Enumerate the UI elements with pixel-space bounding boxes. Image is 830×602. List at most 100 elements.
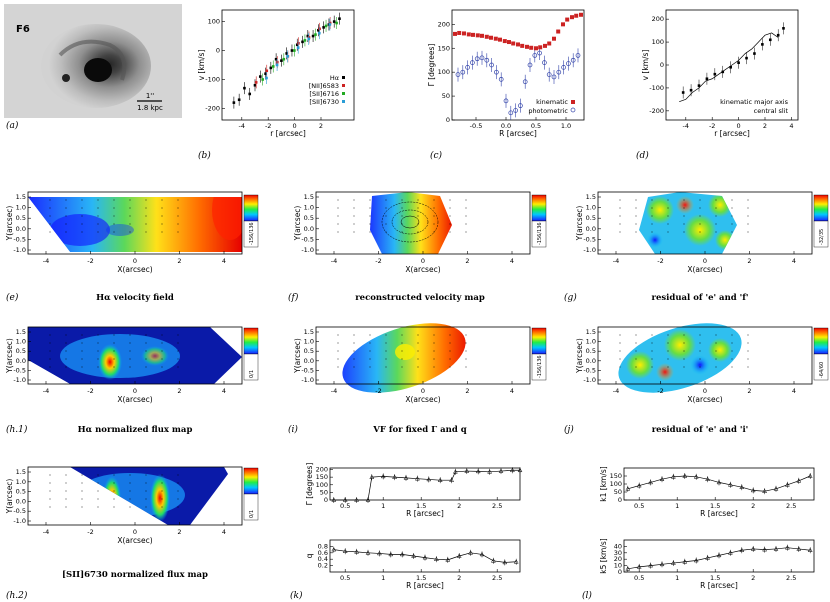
fiber-dot bbox=[731, 199, 733, 201]
fiber-dot bbox=[81, 223, 83, 225]
fiber-dot bbox=[465, 358, 467, 360]
colorbar-range: -156/136 bbox=[537, 222, 543, 245]
fiber-dot bbox=[401, 199, 403, 201]
map-caption: [SII]6730 normalized flux map bbox=[62, 570, 208, 580]
y-tick-label: 0 bbox=[618, 568, 622, 576]
y-tick-label: 0.5 bbox=[304, 214, 314, 222]
fiber-dot bbox=[81, 215, 83, 217]
map-i-center bbox=[395, 344, 415, 360]
y-tick-label: 0.5 bbox=[586, 214, 596, 222]
fiber-dot bbox=[65, 199, 67, 201]
kinematic-point bbox=[529, 45, 534, 50]
x-tick-label: 2 bbox=[457, 502, 461, 510]
fiber-dot bbox=[433, 223, 435, 225]
fiber-dot bbox=[449, 215, 451, 217]
y-tick-label: 200 bbox=[316, 466, 328, 474]
fiber-dot bbox=[129, 207, 131, 209]
fiber-dot bbox=[129, 358, 131, 360]
y-tick-label: 0.6 bbox=[318, 549, 328, 557]
fiber-dot bbox=[49, 498, 51, 500]
kinematic-point bbox=[570, 15, 574, 20]
fiber-dot bbox=[161, 474, 163, 476]
x-tick-label: 4 bbox=[510, 257, 514, 265]
fiber-dot bbox=[699, 199, 701, 201]
y-axis-label: Γ [degrees] bbox=[305, 463, 314, 506]
fiber-dot bbox=[97, 498, 99, 500]
plot-frame bbox=[221, 9, 355, 121]
fiber-dot bbox=[433, 215, 435, 217]
kinematic-point bbox=[525, 44, 529, 49]
fiber-dot bbox=[161, 334, 163, 336]
y-tick-label: 150 bbox=[316, 473, 328, 481]
kinematic-point bbox=[498, 37, 502, 42]
profile-point bbox=[380, 473, 386, 479]
fiber-dot bbox=[635, 223, 637, 225]
fiber-dot bbox=[353, 231, 355, 233]
fiber-dot bbox=[619, 223, 621, 225]
profile-point bbox=[399, 551, 405, 557]
map-i bbox=[336, 320, 472, 396]
y-tick-label: -0.5 bbox=[301, 235, 314, 243]
y-tick-label: -1.0 bbox=[583, 246, 596, 254]
data-point-2 bbox=[324, 24, 328, 28]
fiber-dot bbox=[65, 490, 67, 492]
data-point-0 bbox=[264, 72, 267, 75]
photometric-point bbox=[532, 53, 538, 58]
fiber-dot bbox=[49, 207, 51, 209]
kinematic-point bbox=[538, 45, 543, 50]
x-tick-label: 0 bbox=[421, 387, 425, 395]
fiber-dot bbox=[683, 350, 685, 352]
kinematic-point bbox=[484, 34, 489, 39]
fiber-dot bbox=[145, 199, 147, 201]
panel-label-h2: (h.2) bbox=[6, 590, 28, 601]
panel-label-k: (k) bbox=[290, 590, 303, 601]
fiber-dot bbox=[97, 342, 99, 344]
fiber-dot bbox=[113, 498, 115, 500]
y-tick-label: -200 bbox=[649, 107, 664, 115]
map-j-blob-4 bbox=[656, 363, 674, 381]
colorbar bbox=[243, 327, 259, 355]
kinematic-point bbox=[493, 36, 498, 41]
fiber-dot bbox=[683, 215, 685, 217]
x-tick-label: -2 bbox=[657, 387, 663, 395]
fiber-dot bbox=[177, 490, 179, 492]
y-axis-label: k5 [km/s] bbox=[599, 538, 608, 574]
x-axis-label: X(arcsec) bbox=[687, 395, 722, 404]
profile-point bbox=[739, 484, 745, 489]
map-g-axes: -4 -2 0 2 4 1.5 1.0 0.5 0.0 -0.5 -1.0 X(arcsec) Y(ar… bbox=[564, 191, 829, 303]
map-j-blob-2 bbox=[664, 329, 696, 361]
central-slit-point bbox=[776, 33, 780, 37]
y-tick-label: 0.0 bbox=[16, 225, 26, 233]
fiber-dot bbox=[715, 350, 717, 352]
kinematic-point bbox=[466, 32, 471, 37]
y-tick-label: 0.0 bbox=[304, 357, 314, 365]
x-axis-label: X(arcsec) bbox=[117, 536, 152, 545]
fiber-dot bbox=[401, 366, 403, 368]
profile-point bbox=[659, 476, 665, 481]
fiber-dot bbox=[433, 231, 435, 233]
fiber-dot bbox=[353, 366, 355, 368]
fiber-dot bbox=[699, 358, 701, 360]
map-h1-peak-2 bbox=[141, 346, 169, 366]
fiber-dot bbox=[113, 358, 115, 360]
data-point-3 bbox=[318, 31, 321, 35]
fiber-dot bbox=[683, 207, 685, 209]
y-tick-label: 0.5 bbox=[16, 214, 26, 222]
legend-label: [SII]6716 bbox=[309, 90, 339, 98]
y-tick-label: 1.5 bbox=[304, 193, 314, 201]
profile-point bbox=[376, 550, 382, 556]
profile-point bbox=[625, 486, 631, 491]
fiber-dot bbox=[129, 199, 131, 201]
x-tick-label: -4 bbox=[613, 257, 619, 265]
map-f-ellipse-core bbox=[400, 215, 420, 229]
x-tick-label: 2 bbox=[751, 574, 755, 582]
panel-label-c: (c) bbox=[430, 150, 443, 161]
data-point-0 bbox=[290, 49, 294, 52]
y-tick-label: 200 bbox=[438, 20, 450, 28]
colorbar bbox=[243, 467, 259, 495]
colorbar-label-box bbox=[813, 220, 829, 248]
colorbar-range: -64/60 bbox=[819, 362, 825, 378]
fiber-dot bbox=[385, 207, 387, 209]
map-g bbox=[639, 192, 737, 254]
fiber-dot bbox=[145, 223, 147, 225]
